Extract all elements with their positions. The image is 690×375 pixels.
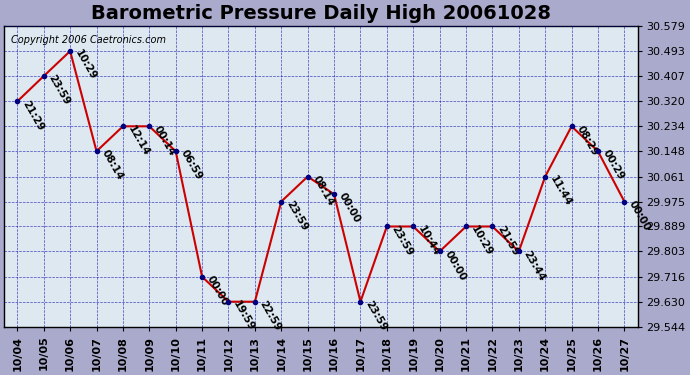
Text: 06:59: 06:59	[179, 148, 204, 182]
Text: 00:00: 00:00	[337, 192, 362, 225]
Text: 23:44: 23:44	[522, 249, 547, 283]
Text: 22:59: 22:59	[257, 299, 283, 333]
Text: 19:59: 19:59	[231, 299, 257, 332]
Text: 11:44: 11:44	[548, 174, 573, 208]
Title: Barometric Pressure Daily High 20061028: Barometric Pressure Daily High 20061028	[91, 4, 551, 23]
Text: 08:29: 08:29	[574, 123, 600, 157]
Text: 21:29: 21:29	[20, 99, 46, 132]
Text: 23:59: 23:59	[46, 73, 72, 107]
Text: 23:59: 23:59	[390, 224, 415, 257]
Text: 10:29: 10:29	[469, 224, 494, 257]
Text: 00:29: 00:29	[601, 148, 626, 182]
Text: 10:29: 10:29	[73, 48, 98, 82]
Text: 00:14: 00:14	[152, 123, 177, 158]
Text: 12:14: 12:14	[126, 123, 151, 158]
Text: Copyright 2006 Caetronics.com: Copyright 2006 Caetronics.com	[10, 35, 166, 45]
Text: 23:59: 23:59	[363, 299, 388, 333]
Text: 00:00: 00:00	[442, 249, 468, 282]
Text: 08:14: 08:14	[99, 148, 125, 182]
Text: 00:00: 00:00	[627, 199, 652, 232]
Text: 08:14: 08:14	[310, 174, 336, 207]
Text: 00:00: 00:00	[205, 274, 230, 308]
Text: 21:59: 21:59	[495, 224, 520, 257]
Text: 23:59: 23:59	[284, 199, 309, 232]
Text: 10:44: 10:44	[416, 224, 442, 258]
